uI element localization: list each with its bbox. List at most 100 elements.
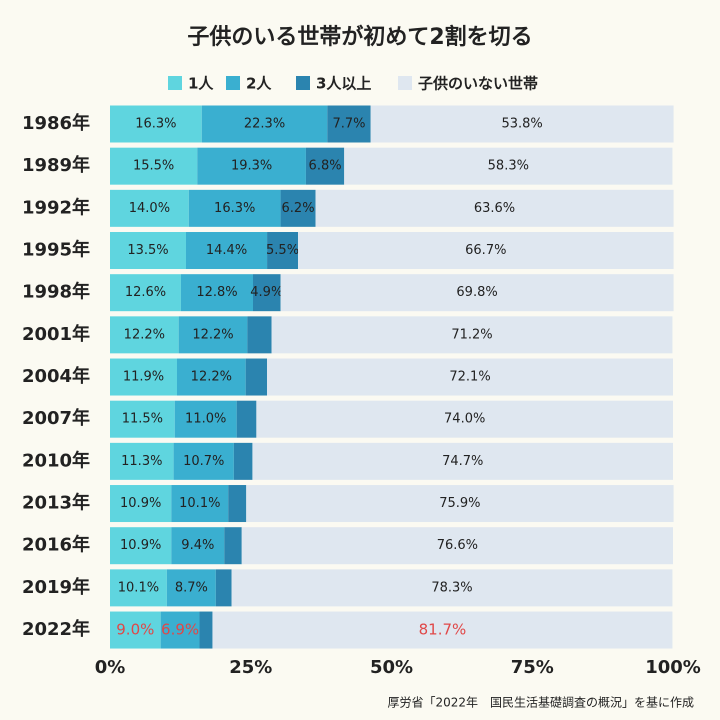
value-label: 81.7% <box>419 621 467 639</box>
bar-segment <box>267 358 673 396</box>
bar-segment <box>199 611 213 649</box>
value-label: 10.9% <box>120 496 161 511</box>
bar-segment <box>160 611 200 649</box>
value-label: 11.3% <box>121 454 162 469</box>
bar-segment <box>280 189 316 227</box>
bar-segment <box>233 442 253 480</box>
bar-segment <box>344 147 673 185</box>
value-label: 58.3% <box>488 159 529 174</box>
value-label: 10.9% <box>120 538 161 553</box>
bar-segment <box>173 442 234 480</box>
value-label: 14.0% <box>129 201 170 216</box>
bar-segment <box>110 274 181 312</box>
y-tick-label: 1986年 <box>22 112 90 134</box>
legend-swatch <box>168 76 182 90</box>
legend-label: 3人以上 <box>316 75 371 93</box>
bar-segment <box>253 274 281 312</box>
bar-segment <box>315 189 674 227</box>
value-label: 13.5% <box>127 243 168 258</box>
bar-segment <box>305 147 345 185</box>
y-tick-label: 2010年 <box>22 449 90 471</box>
bar-segment <box>186 232 268 270</box>
bar-segment <box>110 485 172 523</box>
value-label: 12.2% <box>192 327 233 342</box>
value-label: 76.6% <box>437 538 478 553</box>
legend-swatch <box>398 76 412 90</box>
bar-segment <box>256 400 673 438</box>
bar-segment <box>252 442 673 480</box>
chart-title: 子供のいる世帯が初めて2割を切る <box>187 24 532 50</box>
y-tick-label: 2019年 <box>22 576 90 598</box>
bar-segment <box>110 442 174 480</box>
source-note: 厚労省「2022年 国民生活基礎調査の概況」を基に作成 <box>387 695 694 710</box>
value-label: 6.8% <box>309 159 342 174</box>
value-label: 12.2% <box>124 327 165 342</box>
value-label: 11.0% <box>185 412 226 427</box>
value-label: 66.7% <box>465 243 506 258</box>
y-tick-label: 1989年 <box>22 154 90 176</box>
bar-segment <box>110 232 187 270</box>
legend-label: 子供のいない世帯 <box>418 75 538 93</box>
value-label: 71.2% <box>451 327 492 342</box>
bar-segment <box>176 358 246 396</box>
bar-segment <box>246 485 674 523</box>
value-label: 10.1% <box>179 496 220 511</box>
y-tick-label: 2013年 <box>22 492 90 514</box>
value-label: 53.8% <box>501 117 542 132</box>
x-tick-label: 0% <box>95 657 126 678</box>
bar-segment <box>215 569 232 607</box>
value-label: 22.3% <box>244 117 285 132</box>
value-label: 74.7% <box>442 454 483 469</box>
legend-swatch <box>226 76 240 90</box>
value-label: 19.3% <box>231 159 272 174</box>
value-label: 7.7% <box>332 117 365 132</box>
value-label: 8.7% <box>175 580 208 595</box>
y-tick-label: 1998年 <box>22 281 90 303</box>
value-label: 72.1% <box>449 370 490 385</box>
value-label: 16.3% <box>214 201 255 216</box>
x-tick-label: 50% <box>370 657 413 678</box>
bar-segment <box>171 485 229 523</box>
x-tick-label: 75% <box>511 657 554 678</box>
value-label: 12.2% <box>191 370 232 385</box>
x-tick-label: 100% <box>645 657 701 678</box>
y-tick-label: 1992年 <box>22 196 90 218</box>
bar-segment <box>110 527 172 565</box>
value-label: 11.9% <box>123 370 164 385</box>
bar-segment <box>271 316 673 354</box>
bar-segment <box>110 147 198 185</box>
bar-segment <box>298 232 674 270</box>
bar-segment <box>241 527 673 565</box>
bar-segment <box>174 400 237 438</box>
y-tick-label: 1995年 <box>22 239 90 261</box>
bar-segment <box>280 274 674 312</box>
bar-segment <box>110 105 202 143</box>
bar-segment <box>228 485 247 523</box>
value-label: 9.4% <box>181 538 214 553</box>
bar-segment <box>201 105 328 143</box>
y-tick-label: 2016年 <box>22 534 90 556</box>
value-label: 14.4% <box>206 243 247 258</box>
value-label: 75.9% <box>439 496 480 511</box>
value-label: 6.2% <box>282 201 315 216</box>
bar-segment <box>188 189 281 227</box>
bar-segment <box>178 316 248 354</box>
legend-label: 2人 <box>246 75 272 93</box>
bar-segment <box>180 274 254 312</box>
value-label: 16.3% <box>135 117 176 132</box>
bar-segment <box>197 147 306 185</box>
bar-segment <box>236 400 257 438</box>
value-label: 74.0% <box>444 412 485 427</box>
value-label: 5.5% <box>266 243 299 258</box>
value-label: 12.8% <box>196 285 237 300</box>
value-label: 69.8% <box>456 285 497 300</box>
value-label: 10.1% <box>118 580 159 595</box>
y-tick-label: 2007年 <box>22 407 90 429</box>
bar-segment <box>212 611 673 649</box>
value-label: 4.9% <box>250 285 283 300</box>
bar-segment <box>171 527 225 565</box>
value-label: 12.6% <box>125 285 166 300</box>
bar-segment <box>110 358 177 396</box>
bar-segment <box>245 358 268 396</box>
